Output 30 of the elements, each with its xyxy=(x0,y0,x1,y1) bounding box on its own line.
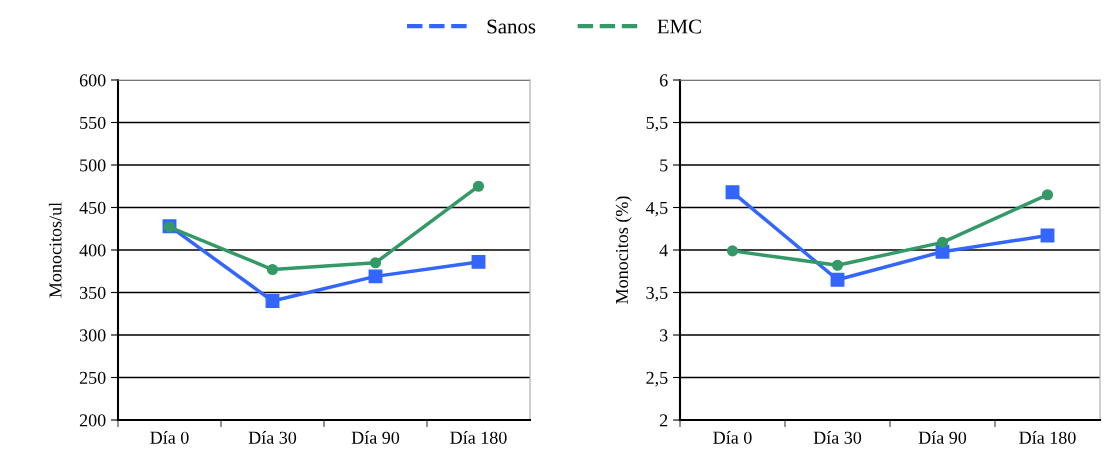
y-tick-label: 550 xyxy=(80,116,106,129)
y-axis-title: Monocitos (%) xyxy=(615,196,632,304)
x-tick-label: Día 180 xyxy=(1019,431,1076,444)
y-tick-label: 4 xyxy=(659,244,668,257)
x-tick-label: Día 90 xyxy=(918,431,967,444)
y-tick-label: 350 xyxy=(79,286,106,299)
y-tick-label: 300 xyxy=(79,329,106,342)
y-tick-label: 400 xyxy=(79,244,106,257)
y-axis-title: Monocitos/ul xyxy=(48,202,62,298)
x-tick-label: Día 30 xyxy=(248,431,297,444)
y-tick-label: 3,5 xyxy=(646,286,668,302)
y-tick-label: 5 xyxy=(660,159,668,172)
y-tick-label: 200 xyxy=(79,414,106,427)
legend-label: Sanos xyxy=(487,19,536,34)
x-tick-label: Día 90 xyxy=(351,431,400,444)
y-tick-label: 4,5 xyxy=(645,201,668,217)
y-tick-label: 600 xyxy=(79,74,106,87)
y-tick-label: 6 xyxy=(659,74,668,87)
x-tick-label: Día 30 xyxy=(813,431,862,444)
x-tick-label: Día 180 xyxy=(450,431,507,444)
y-tick-label: 5,5 xyxy=(646,116,668,132)
y-tick-label: 2 xyxy=(659,414,668,427)
legend-label: EMC xyxy=(657,19,701,34)
y-tick-label: 500 xyxy=(80,159,106,172)
x-tick-label: Día 0 xyxy=(713,431,752,444)
y-tick-label: 450 xyxy=(79,201,106,214)
x-tick-label: Día 0 xyxy=(150,431,189,444)
y-tick-label: 2,5 xyxy=(646,371,668,387)
y-tick-label: 3 xyxy=(660,329,668,342)
y-tick-label: 250 xyxy=(79,371,106,384)
